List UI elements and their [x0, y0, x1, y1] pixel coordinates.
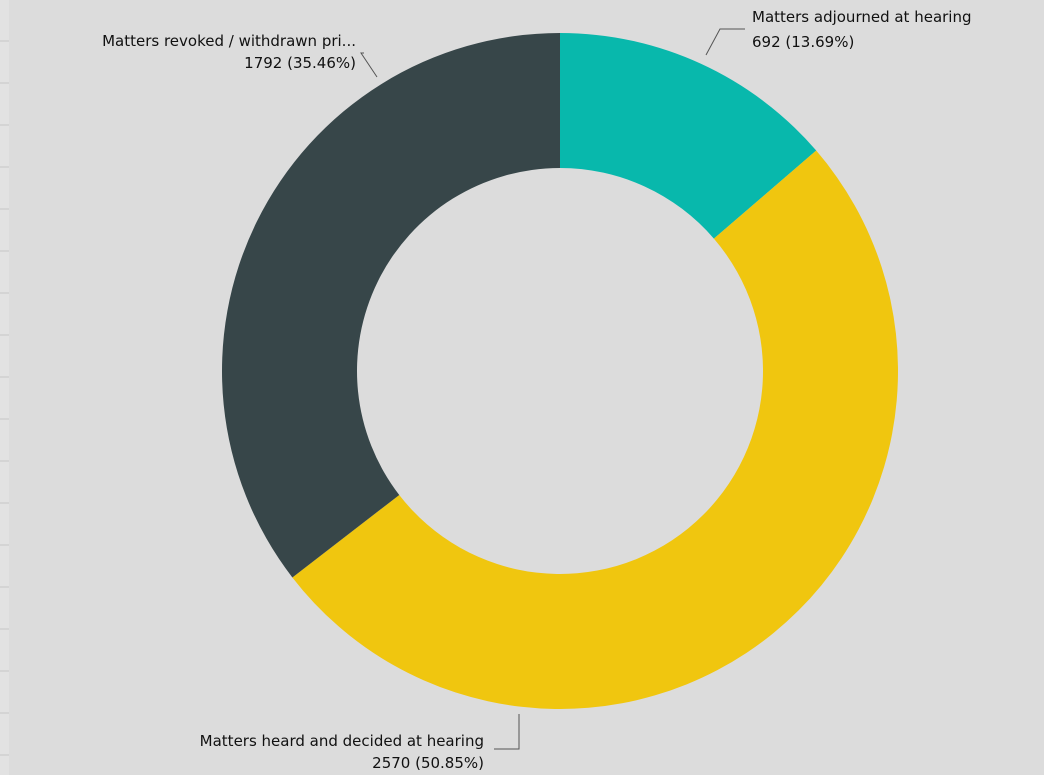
leader-line-1	[494, 714, 520, 750]
slice-value-label-0: 692 (13.69%)	[752, 33, 854, 51]
slice-2[interactable]	[221, 33, 560, 578]
slice-value-label-1: 2570 (50.85%)	[372, 754, 484, 772]
data-labels-group: Matters adjourned at hearing 692 (13.69%)…	[102, 8, 971, 772]
slice-0[interactable]	[560, 33, 817, 239]
leader-lines-group	[360, 28, 745, 750]
slice-label-1: Matters heard and decided at hearing	[200, 732, 484, 750]
slices-group	[221, 33, 898, 709]
leader-line-0	[705, 28, 745, 56]
slice-1[interactable]	[292, 150, 898, 709]
left-edge-strip	[0, 0, 9, 775]
slice-label-2: Matters revoked / withdrawn pri...	[102, 32, 356, 50]
leader-line-2	[360, 52, 378, 78]
slice-label-0: Matters adjourned at hearing	[752, 8, 972, 26]
slice-value-label-2: 1792 (35.46%)	[244, 54, 356, 72]
